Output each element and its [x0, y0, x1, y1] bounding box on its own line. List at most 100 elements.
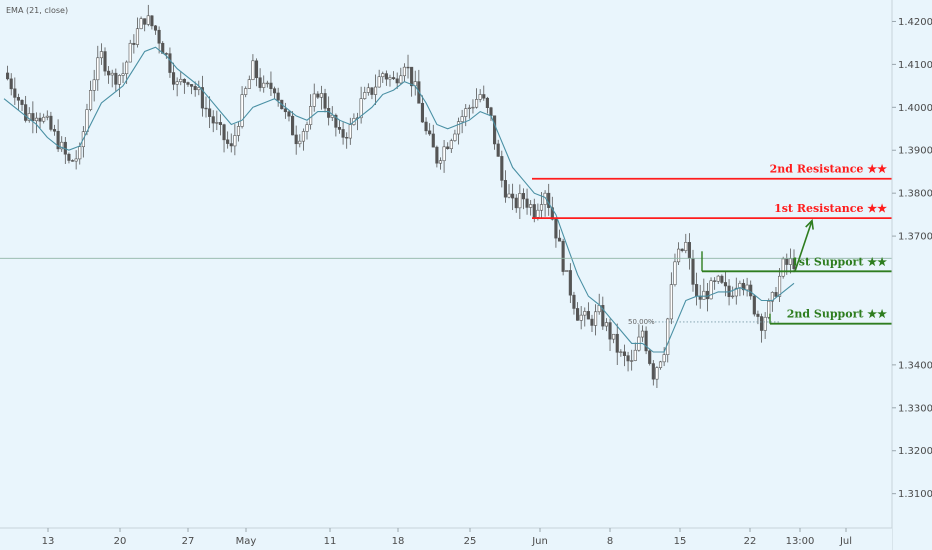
x-tick-label: Jul [839, 536, 852, 547]
candle-body [179, 78, 183, 83]
candle-body [456, 121, 461, 135]
candle-body [193, 86, 197, 91]
candle-body [474, 99, 479, 108]
candle-body [99, 51, 103, 59]
candle-body [471, 106, 475, 109]
candle-body [294, 134, 298, 145]
candle-body [186, 82, 190, 85]
candle-body [128, 42, 132, 63]
candle-body [579, 314, 583, 321]
level-label: 1st Support ★★ [791, 255, 887, 268]
candle-body [236, 126, 241, 136]
candle-body [539, 204, 544, 211]
candle-body [756, 313, 760, 317]
candle-body [518, 193, 522, 209]
candle-body [500, 156, 504, 181]
candle-body [222, 124, 226, 141]
candle-body [287, 111, 291, 117]
candle-body [16, 97, 20, 101]
candle-body [27, 113, 31, 121]
indicator-label: EMA (21, close) [6, 6, 68, 15]
x-tick-label: 25 [464, 536, 477, 547]
candle-body [529, 204, 533, 208]
candle-body [554, 218, 558, 239]
candle-body [114, 72, 118, 85]
candle-body [164, 53, 168, 55]
candle-body [561, 240, 565, 272]
candle-body [428, 130, 432, 135]
y-tick-label: 1.42000 [898, 17, 932, 28]
candle-body [9, 78, 13, 90]
candle-body [200, 87, 204, 109]
candle-body [334, 114, 338, 128]
candle-body [402, 66, 406, 77]
candle-body [550, 207, 554, 220]
candle-body [630, 360, 634, 362]
candle-body [467, 107, 471, 110]
candle-body [132, 42, 136, 45]
candle-body [532, 204, 536, 218]
candle-body [745, 284, 749, 291]
candle-body [594, 311, 598, 326]
candle-body [359, 98, 363, 119]
candle-body [135, 28, 140, 45]
candle-body [677, 248, 681, 263]
candle-body [493, 115, 497, 145]
candle-body [226, 139, 230, 144]
x-tick-label: 11 [324, 536, 337, 547]
candle-body [590, 318, 594, 326]
candle-body [503, 180, 507, 198]
candle-body [107, 70, 111, 76]
candle-body [658, 361, 663, 368]
candle-body [13, 88, 17, 98]
candle-body [190, 84, 194, 87]
candle-body [254, 60, 259, 79]
candle-body [601, 305, 605, 327]
candle-body [406, 66, 410, 69]
candle-body [633, 349, 637, 361]
candle-body [612, 333, 616, 340]
candle-body [96, 57, 100, 81]
candle-body [778, 275, 782, 297]
candle-body [240, 94, 244, 127]
candle-body [792, 258, 796, 270]
candle-body [283, 108, 287, 113]
candle-body [247, 79, 251, 89]
ema-path [3, 46, 795, 353]
candle-body [45, 115, 49, 118]
candle-body [774, 292, 778, 297]
candle-body [110, 72, 114, 76]
candle-body [103, 51, 107, 72]
candle-body [56, 130, 60, 150]
candle-body [182, 78, 186, 83]
candle-body [204, 107, 208, 110]
candle-body [763, 316, 767, 331]
candle-body [373, 86, 378, 95]
candle-body [78, 146, 82, 160]
candle-body [752, 295, 756, 315]
ema-line [3, 46, 795, 353]
candle-body [125, 61, 129, 75]
x-tick-label: 18 [392, 536, 405, 547]
candle-body [153, 25, 158, 31]
candle-body [680, 248, 684, 251]
candle-body [366, 87, 370, 93]
candle-body [565, 270, 569, 272]
candle-body [67, 153, 71, 161]
y-tick-label: 1.41000 [898, 60, 932, 71]
projection-arrow-line [794, 220, 813, 272]
candle-body [705, 290, 709, 300]
y-tick-label: 1.37000 [898, 232, 932, 243]
candle-body [265, 82, 269, 85]
candle-body [269, 82, 273, 90]
candle-body [143, 18, 147, 25]
candle-body [655, 367, 659, 380]
candle-body [298, 140, 302, 145]
candle-body [291, 115, 295, 136]
candle-body [575, 308, 580, 321]
candle-body [482, 94, 486, 99]
y-tick-label: 1.33000 [898, 403, 932, 414]
